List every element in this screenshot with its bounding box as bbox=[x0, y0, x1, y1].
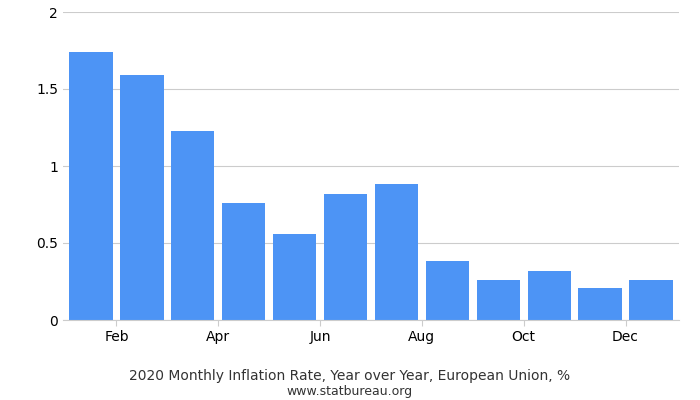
Bar bbox=[528, 271, 570, 320]
Bar bbox=[273, 234, 316, 320]
Text: 2020 Monthly Inflation Rate, Year over Year, European Union, %: 2020 Monthly Inflation Rate, Year over Y… bbox=[130, 369, 570, 383]
Bar bbox=[69, 52, 113, 320]
Bar bbox=[324, 194, 368, 320]
Bar bbox=[172, 130, 214, 320]
Bar bbox=[426, 262, 469, 320]
Bar bbox=[120, 75, 164, 320]
Bar bbox=[222, 203, 265, 320]
Bar bbox=[578, 288, 622, 320]
Bar bbox=[477, 280, 520, 320]
Bar bbox=[374, 184, 418, 320]
Bar bbox=[629, 280, 673, 320]
Text: www.statbureau.org: www.statbureau.org bbox=[287, 386, 413, 398]
